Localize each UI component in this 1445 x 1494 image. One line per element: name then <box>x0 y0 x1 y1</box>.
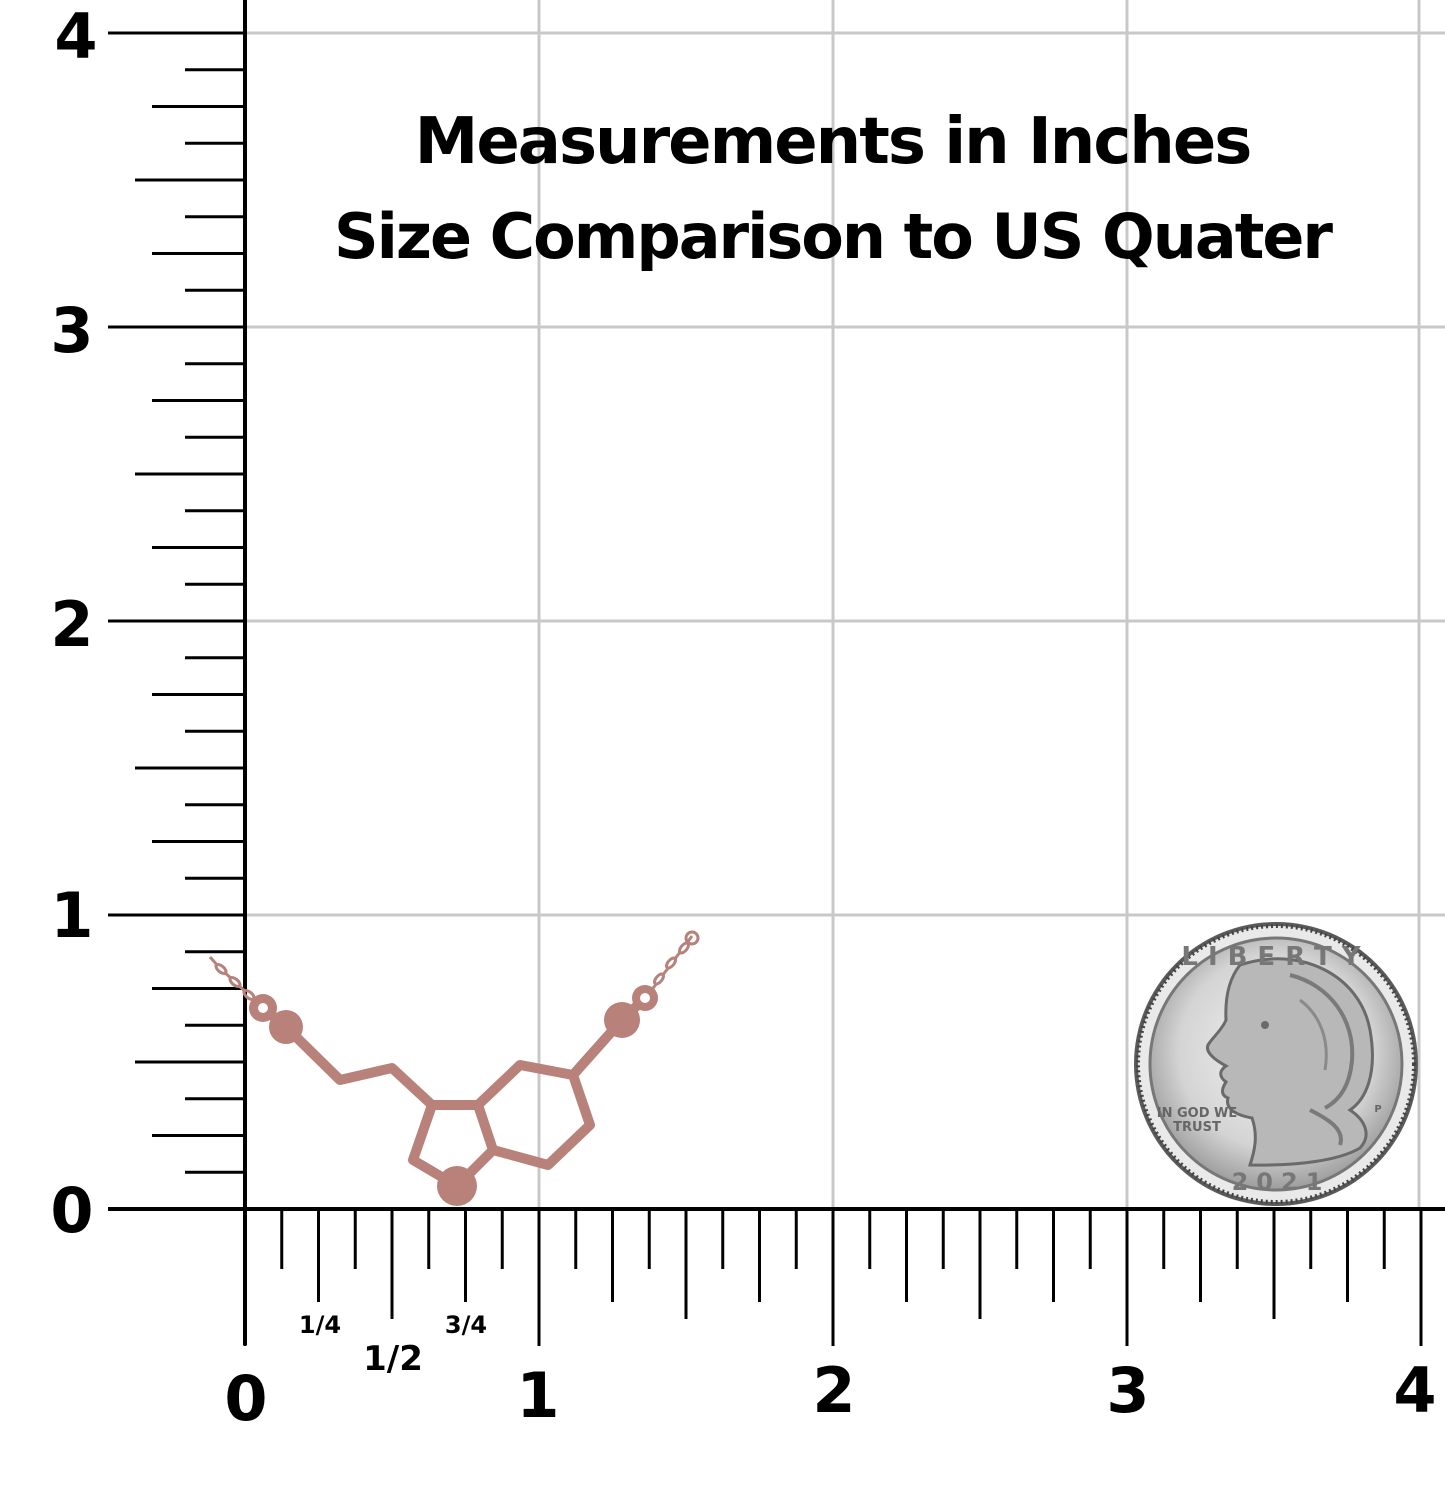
y-label-4: 4 <box>54 0 97 73</box>
x-fraction-half: 1/2 <box>363 1339 423 1379</box>
y-label-2: 2 <box>50 588 93 661</box>
x-label-3: 3 <box>1106 1354 1149 1427</box>
coin-motto-line1: IN GOD WE <box>1157 1106 1238 1121</box>
title-line-2: Size Comparison to US Quater <box>334 200 1333 273</box>
serotonin-pendant-icon <box>208 930 700 1206</box>
coin-motto-line2: TRUST <box>1173 1120 1221 1135</box>
coin-year: 2021 <box>1232 1168 1331 1196</box>
y-label-1: 1 <box>50 879 93 952</box>
y-label-3: 3 <box>50 294 93 367</box>
x-label-2: 2 <box>812 1354 855 1427</box>
grid-lines <box>245 0 1445 1209</box>
title-line-1: Measurements in Inches <box>414 105 1253 179</box>
x-label-1: 1 <box>516 1359 559 1432</box>
coin-liberty-text: LIBERTY <box>1181 942 1370 972</box>
x-label-4: 4 <box>1393 1354 1436 1427</box>
x-label-0: 0 <box>224 1362 267 1435</box>
x-fraction-three-quarter: 3/4 <box>445 1311 487 1339</box>
y-label-0: 0 <box>50 1174 93 1247</box>
x-fraction-quarter: 1/4 <box>299 1311 341 1339</box>
coin-mint-mark: P <box>1374 1104 1381 1115</box>
us-quarter-coin-icon: LIBERTY IN GOD WE TRUST P 2021 <box>1134 922 1418 1206</box>
